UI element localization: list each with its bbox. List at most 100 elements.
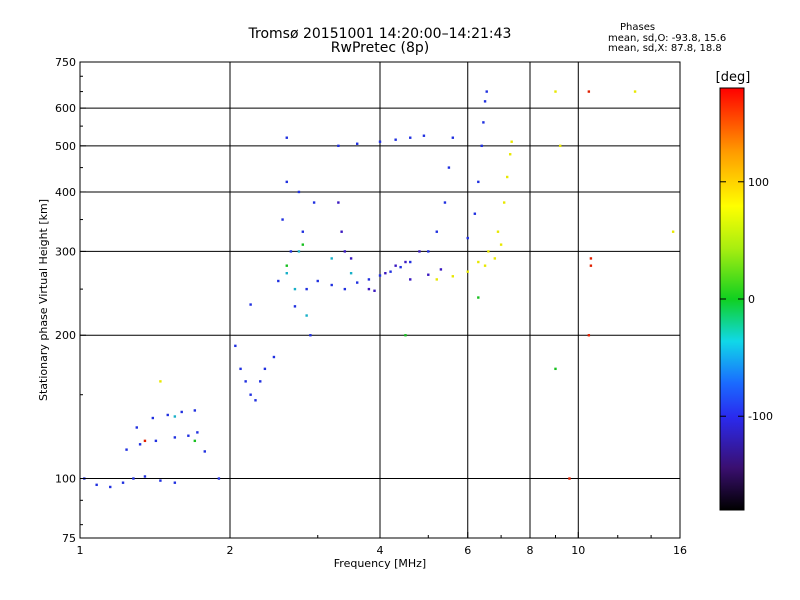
data-point [143, 439, 147, 443]
data-point [166, 413, 169, 417]
data-point [281, 218, 284, 221]
x-tick-label: 2 [227, 544, 234, 557]
data-point [301, 243, 305, 246]
grid-lines [80, 62, 680, 538]
data-point [135, 426, 138, 429]
data-point [305, 314, 308, 317]
data-point [272, 355, 276, 359]
data-point [439, 268, 443, 271]
data-point [482, 121, 485, 124]
data-point [510, 140, 513, 143]
colorbar-tick-label: -100 [748, 410, 773, 423]
phase-legend-x-mode: mean, sd,X: 87.8, 18.8 [608, 43, 722, 54]
x-tick-label: 1 [77, 544, 84, 557]
data-point [154, 439, 158, 443]
data-point [193, 409, 197, 412]
data-point [316, 279, 319, 283]
data-point [285, 136, 288, 139]
x-axis-label: Frequency [MHz] [334, 557, 426, 570]
data-point [349, 272, 353, 275]
axis-ticks: 1 2 4 6 8 10 16 75 100 200 300 400 500 600 750 [55, 56, 687, 557]
data-point [277, 279, 280, 283]
y-tick-label: 300 [55, 245, 76, 258]
data-point [409, 260, 412, 264]
data-point [409, 278, 412, 281]
data-point [499, 243, 503, 246]
data-point [263, 367, 267, 371]
colorbar: [deg] 100 0 -100 [716, 70, 773, 511]
data-point [312, 201, 316, 204]
x-tick-label: 10 [571, 544, 585, 557]
data-point [355, 281, 359, 284]
data-point [203, 450, 206, 453]
y-tick-label: 400 [55, 186, 76, 199]
data-point [187, 434, 190, 437]
data-point [151, 416, 155, 420]
chart-title: Tromsø 20151001 14:20:00–14:21:43 [248, 26, 512, 42]
data-point [125, 448, 128, 451]
data-point [399, 265, 402, 269]
data-point [373, 289, 376, 292]
data-point [394, 264, 397, 267]
data-point [451, 136, 455, 139]
data-point [337, 144, 340, 148]
data-point [173, 481, 177, 484]
data-point [480, 144, 483, 148]
data-point [502, 201, 506, 204]
data-point [355, 142, 359, 145]
data-point [193, 439, 197, 443]
data-point [180, 410, 183, 414]
data-point [633, 90, 637, 93]
data-point [259, 380, 262, 383]
data-point [483, 264, 487, 267]
data-point [473, 212, 477, 215]
y-tick-label: 200 [55, 329, 76, 342]
data-point [249, 393, 252, 396]
data-point [559, 144, 562, 148]
data-point [404, 334, 407, 337]
phase-legend-title: Phases [620, 22, 656, 33]
data-point [95, 483, 98, 487]
data-point [343, 250, 347, 253]
data-point [418, 250, 421, 253]
data-point [309, 334, 312, 337]
data-point [249, 303, 252, 306]
data-point [234, 344, 237, 348]
colorbar-tick-label: 0 [748, 293, 755, 306]
data-point [297, 250, 301, 253]
data-point [589, 264, 593, 267]
y-tick-label: 750 [55, 56, 76, 69]
data-point [217, 477, 221, 480]
data-point [493, 257, 497, 260]
colorbar-label: [deg] [716, 70, 751, 85]
data-point [244, 380, 247, 383]
data-point [285, 180, 288, 184]
data-point [435, 278, 438, 281]
data-point [378, 140, 382, 143]
data-point [159, 479, 162, 482]
data-point [485, 90, 488, 93]
data-point [487, 250, 490, 253]
data-point [138, 443, 142, 446]
y-tick-label: 100 [55, 473, 76, 486]
data-point [496, 230, 500, 233]
data-point [427, 273, 430, 276]
data-point [132, 477, 135, 480]
y-axis-label: Stationary phase Virtual Height [km] [37, 199, 50, 401]
data-point [435, 230, 438, 233]
data-point [109, 485, 112, 489]
data-point [173, 436, 177, 439]
x-tick-label: 6 [464, 544, 471, 557]
data-point [409, 136, 412, 139]
data-point [254, 399, 257, 402]
data-point [285, 272, 288, 275]
data-point [568, 477, 571, 480]
data-point [422, 134, 426, 137]
data-point [466, 270, 469, 273]
data-point [196, 431, 199, 434]
colorbar-tick-label: 100 [748, 176, 769, 189]
data-point [289, 250, 293, 253]
data-point [297, 190, 301, 194]
data-point [427, 250, 430, 253]
y-tick-label: 600 [55, 102, 76, 115]
